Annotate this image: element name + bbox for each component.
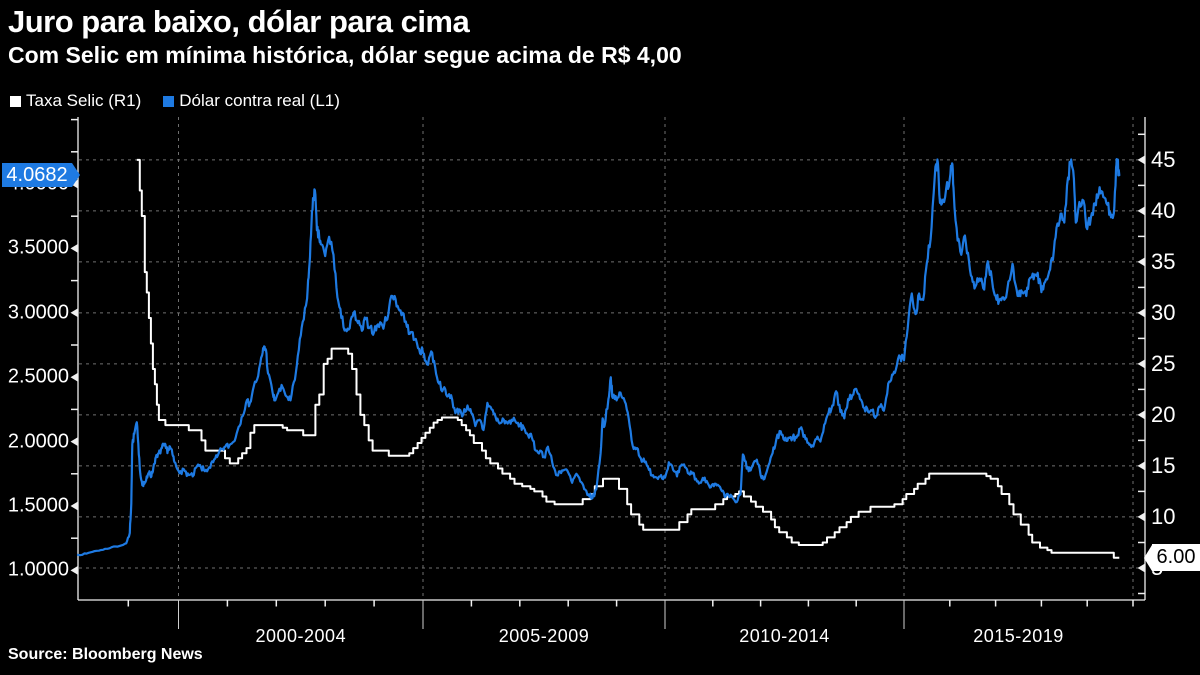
legend-swatch-icon [10, 95, 21, 107]
right-axis-tick-arrow [1137, 512, 1145, 522]
right-axis-tick-arrow [1137, 359, 1145, 369]
right-axis-tick-arrow [1137, 308, 1145, 318]
legend: Taxa Selic (R1) Dólar contra real (L1) [10, 91, 340, 111]
legend-item: Dólar contra real (L1) [163, 91, 340, 111]
dollar-last-price-callout: 4.0682 [2, 163, 72, 188]
right-axis-tick-arrow [1137, 206, 1145, 216]
left-axis-tick-arrow [70, 243, 78, 253]
left-axis-tick-arrow [70, 308, 78, 318]
left-axis-tick-arrow [70, 565, 78, 575]
left-axis-tick-arrow [70, 501, 78, 511]
left-axis-tick-arrow [70, 372, 78, 382]
selic-last-value: 6.00 [1156, 546, 1196, 569]
source-note: Source: Bloomberg News [8, 646, 203, 663]
right-axis-tick-arrow [1137, 257, 1145, 267]
right-axis-tick-arrow [1137, 410, 1145, 420]
chart-subtitle: Com Selic em mínima histórica, dólar seg… [8, 42, 682, 68]
dollar-last-price: 4.0682 [6, 163, 68, 186]
legend-label: Dólar contra real (L1) [179, 91, 340, 110]
chart-title: Juro para baixo, dólar para cima [8, 4, 470, 39]
selic-line [136, 158, 1120, 559]
legend-item: Taxa Selic (R1) [10, 91, 141, 111]
right-axis-tick-arrow [1137, 461, 1145, 471]
legend-label: Taxa Selic (R1) [26, 91, 142, 110]
legend-swatch-icon [163, 95, 175, 107]
left-axis-tick-arrow [70, 437, 78, 447]
selic-last-value-callout: 6.00 [1152, 544, 1200, 572]
dollar-line [76, 158, 1121, 557]
right-axis-tick-arrow [1137, 155, 1145, 165]
